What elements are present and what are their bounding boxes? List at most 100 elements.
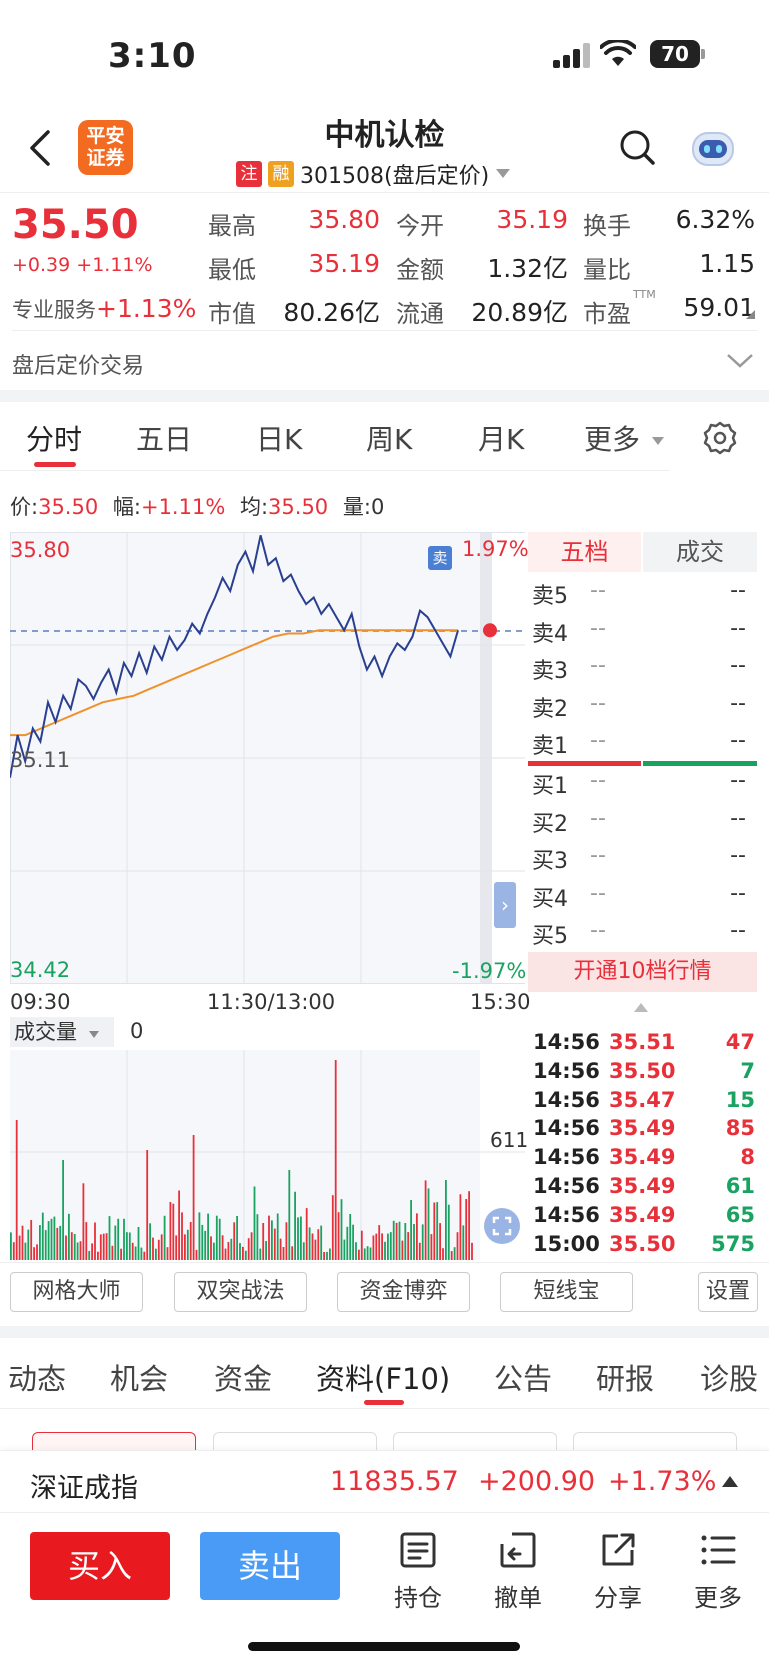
tab-opportunity[interactable]: 机会 (110, 1362, 169, 1396)
orderbook-volume: -- (730, 728, 746, 753)
tick-price: 35.51 (609, 1030, 676, 1054)
tools-settings-button[interactable]: 设置 (698, 1272, 758, 1312)
sell-button[interactable]: 卖出 (200, 1532, 340, 1600)
tick-time: 14:56 (533, 1202, 600, 1227)
volume-bar (160, 1234, 163, 1260)
tab-capital[interactable]: 资金 (214, 1362, 273, 1396)
quote-value: 80.26亿 (283, 298, 380, 327)
wifi-icon (600, 40, 636, 66)
chart-y-top: 35.80 (10, 538, 71, 562)
more-menu-icon[interactable] (698, 1530, 738, 1570)
tab-five-day[interactable]: 五日 (136, 423, 193, 456)
orderbook-row[interactable]: 卖5 -- -- (530, 578, 750, 614)
volume-bar (114, 1225, 117, 1260)
tick-time: 14:56 (533, 1116, 600, 1141)
volume-bar (53, 1216, 56, 1260)
volume-bar (73, 1234, 76, 1260)
back-icon[interactable] (26, 128, 52, 168)
industry-label[interactable]: 专业服务+1.13% (12, 294, 197, 323)
settings-gear-icon[interactable] (702, 420, 738, 456)
chevron-down-icon[interactable] (726, 352, 754, 370)
intraday-chart[interactable] (10, 532, 525, 984)
expand-panel-button[interactable]: › (494, 882, 516, 928)
volume-bar (184, 1234, 186, 1260)
trade-tick-row: 14:56 35.49 8 (533, 1145, 755, 1174)
share-label[interactable]: 分享 (594, 1584, 642, 1612)
capital-game-button[interactable]: 资金博弈 (337, 1272, 470, 1312)
tab-f10[interactable]: 资料(F10) (316, 1362, 451, 1396)
buy-button[interactable]: 买入 (30, 1532, 170, 1600)
volume-bar (210, 1236, 212, 1260)
orderbook-level: 卖2 (532, 696, 568, 722)
orderbook-row[interactable]: 卖2 -- -- (530, 691, 750, 727)
volume-bar (282, 1247, 285, 1260)
tab-monthly-k[interactable]: 月K (478, 423, 525, 456)
orderbook-row[interactable]: 买2 -- -- (530, 806, 750, 842)
stock-name: 中机认检 (324, 118, 445, 153)
sell-signal-marker[interactable]: 卖 (428, 546, 452, 570)
orderbook-row[interactable]: 买5 -- -- (530, 918, 750, 954)
volume-bar (384, 1241, 386, 1260)
orderbook-row[interactable]: 买4 -- -- (530, 881, 750, 917)
volume-selector[interactable]: 成交量 (10, 1017, 114, 1047)
stock-code-selector[interactable]: 注 融 301508(盘后定价) (236, 158, 511, 190)
volume-bar (273, 1228, 276, 1260)
volume-bar (230, 1238, 233, 1260)
volume-bar (349, 1214, 352, 1260)
volume-bar (65, 1235, 67, 1260)
tab-daily-k[interactable]: 日K (256, 423, 303, 456)
orderbook-row[interactable]: 卖1 -- -- (530, 728, 750, 764)
volume-bar (363, 1248, 366, 1260)
index-bar[interactable] (0, 1450, 769, 1512)
volume-bar (320, 1225, 323, 1260)
volume-bar (288, 1170, 291, 1260)
share-icon[interactable] (598, 1530, 638, 1570)
orderbook-row[interactable]: 买1 -- -- (530, 768, 750, 804)
volume-bar (453, 1247, 456, 1260)
tab-research[interactable]: 研报 (596, 1362, 655, 1396)
volume-bar (155, 1248, 157, 1260)
robot-assistant-icon[interactable] (688, 124, 738, 170)
search-icon[interactable] (618, 128, 658, 168)
tab-order-levels[interactable]: 五档 (528, 532, 641, 572)
positions-label[interactable]: 持仓 (394, 1584, 442, 1612)
grid-master-button[interactable]: 网格大师 (10, 1272, 143, 1312)
volume-bar (311, 1233, 314, 1260)
tick-time: 14:56 (533, 1058, 600, 1083)
tab-more[interactable]: 更多 (584, 418, 665, 458)
status-time: 3:10 (108, 36, 197, 76)
tab-intraday[interactable]: 分时 (26, 423, 83, 456)
tab-news[interactable]: 动态 (8, 1362, 67, 1396)
quote-value: 20.89亿 (471, 298, 568, 327)
volume-value: 0 (130, 1019, 144, 1043)
orderbook-row[interactable]: 卖4 -- -- (530, 616, 750, 652)
volume-bar (198, 1212, 201, 1260)
caret-up-icon[interactable] (634, 1003, 648, 1012)
short-line-button[interactable]: 短线宝 (500, 1272, 633, 1312)
caret-up-icon (722, 1476, 738, 1487)
open-10-levels-button[interactable]: 开通10档行情 (528, 952, 757, 992)
volume-bar (329, 1248, 331, 1260)
cancel-order-label[interactable]: 撤单 (494, 1584, 542, 1612)
fullscreen-button[interactable] (484, 1208, 520, 1244)
tab-announcements[interactable]: 公告 (494, 1362, 553, 1396)
cancel-order-icon[interactable] (498, 1530, 538, 1570)
tab-weekly-k[interactable]: 周K (366, 423, 413, 456)
double-breakout-button[interactable]: 双突战法 (174, 1272, 307, 1312)
volume-bar (381, 1233, 383, 1260)
chart-pct-bottom: -1.97% (452, 959, 527, 983)
volume-bar (433, 1202, 436, 1260)
volume-bar (137, 1227, 140, 1260)
volume-bar (146, 1150, 149, 1260)
orderbook-volume: -- (730, 653, 746, 678)
positions-icon[interactable] (398, 1530, 438, 1570)
after-hours-label[interactable]: 盘后定价交易 (12, 354, 145, 379)
tab-diagnosis[interactable]: 诊股 (700, 1362, 759, 1396)
volume-bar (131, 1242, 134, 1260)
orderbook-row[interactable]: 卖3 -- -- (530, 653, 750, 689)
volume-bar (236, 1216, 238, 1260)
orderbook-row[interactable]: 买3 -- -- (530, 843, 750, 879)
more-label[interactable]: 更多 (694, 1584, 742, 1612)
tick-volume: 575 (711, 1231, 755, 1256)
tab-trades[interactable]: 成交 (643, 532, 757, 572)
